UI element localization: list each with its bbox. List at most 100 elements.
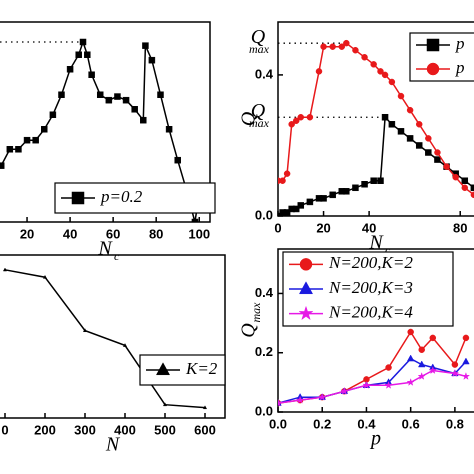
marker: [338, 43, 346, 50]
marker: [148, 56, 156, 64]
marker: [41, 126, 48, 133]
marker: [451, 361, 459, 368]
marker: [343, 39, 350, 47]
marker: [425, 149, 432, 156]
x-tick-label: 0.0: [269, 416, 287, 431]
marker: [162, 402, 168, 407]
x-axis-label: p: [369, 428, 381, 450]
x-tick-label: 500: [154, 422, 176, 437]
marker: [278, 398, 283, 407]
x-tick-label: 400: [114, 422, 136, 437]
marker: [461, 371, 471, 380]
x-tick-label: 0: [274, 220, 281, 235]
marker: [462, 357, 470, 365]
y-tick-label: 0.4: [255, 66, 274, 81]
marker: [406, 106, 414, 114]
plot-frame: [0, 254, 226, 419]
marker: [415, 121, 423, 128]
plot-frame: [277, 21, 474, 217]
marker: [88, 71, 95, 78]
marker: [2, 267, 8, 272]
marker: [426, 38, 440, 52]
marker: [42, 274, 48, 279]
marker: [299, 258, 313, 271]
marker: [292, 205, 300, 213]
x-tick-label: 0.2: [313, 416, 331, 431]
x-tick-label: 40: [362, 220, 376, 235]
x-tick-label: 20: [316, 220, 330, 235]
marker: [298, 305, 314, 321]
marker: [397, 92, 405, 100]
series-layer: [0, 38, 203, 222]
marker: [292, 117, 300, 125]
marker: [381, 113, 389, 121]
marker: [352, 184, 359, 192]
x-tick-label: 600: [194, 422, 216, 437]
marker: [381, 71, 389, 79]
legend-label: N=200,K=4: [328, 303, 413, 322]
marker: [298, 281, 314, 295]
marker: [6, 146, 14, 153]
y-axis-label: Q: [238, 323, 260, 338]
legend-label: N=200,K=2: [328, 253, 413, 272]
marker: [122, 343, 128, 347]
marker: [407, 328, 414, 336]
marker: [49, 111, 57, 118]
marker: [370, 177, 377, 184]
marker: [388, 78, 396, 86]
marker: [155, 362, 171, 376]
series-line: [4, 269, 206, 409]
marker: [15, 146, 22, 153]
marker: [131, 106, 138, 113]
marker: [415, 142, 423, 149]
marker: [417, 360, 426, 368]
marker: [191, 218, 199, 222]
marker: [361, 181, 368, 188]
plot-frame: [0, 21, 211, 223]
marker: [79, 38, 87, 46]
marker: [306, 113, 314, 121]
series-line: [278, 357, 467, 404]
marker: [297, 202, 305, 209]
marker: [320, 43, 327, 50]
marker: [340, 386, 349, 395]
marker: [397, 128, 405, 135]
marker: [320, 195, 327, 202]
x-tick-label: 0.8: [446, 416, 464, 431]
y-axis-label-sub: max: [249, 302, 263, 323]
marker: [361, 54, 368, 61]
x-tick-label: 0.4: [357, 416, 376, 431]
marker: [377, 68, 384, 75]
marker: [426, 62, 440, 76]
x-tick-label: 60: [106, 226, 120, 241]
legend-label: K=2: [185, 359, 218, 378]
y-tick-label: 0.0: [255, 207, 273, 222]
reference-label: Q: [251, 100, 266, 122]
marker: [283, 209, 291, 216]
marker: [434, 149, 441, 156]
marker: [406, 135, 414, 142]
marker: [429, 334, 437, 342]
plot-frame: [277, 248, 474, 413]
marker: [202, 405, 208, 410]
marker: [362, 380, 371, 389]
y-tick-label: 0.4: [255, 285, 274, 300]
x-tick-label: 100: [188, 226, 210, 241]
marker: [157, 91, 164, 98]
marker: [461, 184, 469, 192]
marker: [385, 364, 392, 371]
x-tick-label: 0.6: [402, 416, 420, 431]
marker: [66, 66, 74, 73]
marker: [165, 126, 173, 133]
y-tick-label: 0.0: [255, 403, 273, 418]
marker: [377, 177, 384, 184]
marker: [384, 380, 393, 389]
marker: [388, 121, 396, 128]
y-tick-label: 0.2: [255, 344, 273, 359]
x-tick-label: 80: [453, 220, 467, 235]
marker: [425, 135, 432, 142]
x-tick-label: 40: [63, 226, 77, 241]
marker: [114, 93, 121, 100]
series-line: [278, 369, 467, 404]
marker: [82, 328, 88, 333]
